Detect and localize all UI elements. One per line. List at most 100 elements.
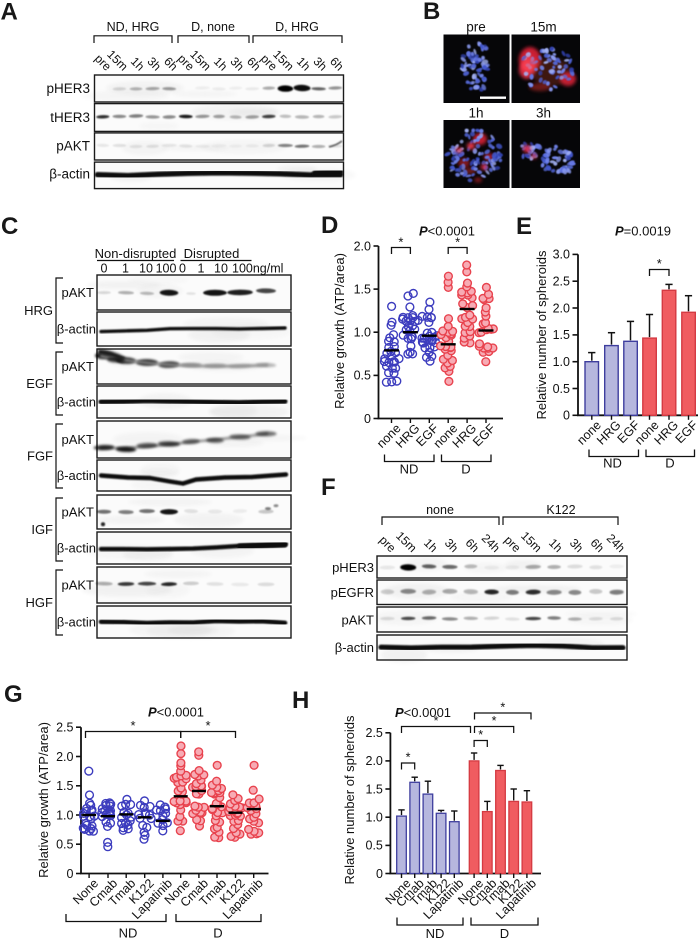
svg-text:1.5: 1.5 bbox=[366, 782, 383, 796]
svg-text:15m: 15m bbox=[530, 20, 556, 35]
svg-text:ND: ND bbox=[400, 462, 419, 477]
svg-text:2.0: 2.0 bbox=[354, 239, 371, 253]
svg-text:pHER3: pHER3 bbox=[332, 560, 374, 575]
svg-text:Disrupted: Disrupted bbox=[184, 246, 240, 261]
svg-text:pAKT: pAKT bbox=[61, 432, 94, 447]
svg-text:EGF: EGF bbox=[26, 376, 53, 391]
svg-text:100: 100 bbox=[156, 262, 177, 276]
svg-text:0.5: 0.5 bbox=[354, 369, 371, 383]
svg-text:D, HRG: D, HRG bbox=[275, 20, 319, 34]
svg-text:B: B bbox=[423, 0, 440, 25]
svg-text:Relative growth (ATP/area): Relative growth (ATP/area) bbox=[332, 253, 347, 409]
svg-text:β-actin: β-actin bbox=[57, 322, 96, 337]
svg-text:D: D bbox=[665, 456, 674, 471]
svg-text:*: * bbox=[455, 235, 460, 250]
svg-text:2.0: 2.0 bbox=[553, 301, 570, 315]
svg-text:β-actin: β-actin bbox=[49, 167, 90, 182]
svg-text:β-actin: β-actin bbox=[57, 468, 96, 483]
svg-text:β-actin: β-actin bbox=[57, 541, 96, 556]
svg-text:Relative growth (ATP/area): Relative growth (ATP/area) bbox=[36, 722, 51, 878]
svg-text:P<0.0001: P<0.0001 bbox=[395, 705, 451, 720]
svg-text:0: 0 bbox=[376, 867, 383, 881]
svg-text:0.5: 0.5 bbox=[56, 838, 73, 852]
svg-text:β-actin: β-actin bbox=[57, 615, 96, 630]
svg-text:*: * bbox=[130, 718, 135, 733]
svg-text:ND: ND bbox=[603, 456, 622, 471]
svg-text:pAKT: pAKT bbox=[341, 613, 374, 628]
svg-text:P<0.0001: P<0.0001 bbox=[419, 224, 475, 239]
svg-text:pHER3: pHER3 bbox=[46, 81, 90, 96]
svg-text:D: D bbox=[500, 926, 509, 941]
svg-text:A: A bbox=[1, 0, 18, 26]
svg-text:2.0: 2.0 bbox=[56, 750, 73, 764]
svg-text:β-actin: β-actin bbox=[57, 395, 96, 410]
svg-text:0: 0 bbox=[364, 412, 371, 426]
svg-text:ND: ND bbox=[426, 926, 445, 941]
svg-text:0: 0 bbox=[563, 409, 570, 423]
svg-text:pAKT: pAKT bbox=[61, 285, 94, 300]
svg-text:ND: ND bbox=[119, 926, 138, 941]
svg-text:F: F bbox=[321, 474, 336, 501]
svg-text:tHER3: tHER3 bbox=[50, 110, 90, 125]
svg-text:0: 0 bbox=[179, 262, 186, 276]
svg-text:1.0: 1.0 bbox=[56, 808, 73, 822]
svg-text:0.5: 0.5 bbox=[366, 839, 383, 853]
svg-text:pAKT: pAKT bbox=[56, 139, 90, 154]
svg-text:D: D bbox=[321, 212, 338, 239]
svg-text:D: D bbox=[213, 926, 222, 941]
svg-text:H: H bbox=[292, 687, 309, 714]
svg-text:none: none bbox=[426, 503, 454, 517]
svg-text:2.5: 2.5 bbox=[56, 721, 73, 735]
svg-text:2.5: 2.5 bbox=[366, 726, 383, 740]
svg-text:*: * bbox=[478, 728, 483, 742]
svg-text:HRG: HRG bbox=[24, 303, 53, 318]
svg-text:*: * bbox=[398, 235, 403, 250]
svg-text:0.5: 0.5 bbox=[553, 382, 570, 396]
svg-text:2.5: 2.5 bbox=[553, 275, 570, 289]
svg-text:Relative number of spheroids: Relative number of spheroids bbox=[534, 250, 549, 420]
svg-text:10: 10 bbox=[214, 262, 228, 276]
svg-text:1: 1 bbox=[122, 262, 129, 276]
svg-text:*: * bbox=[406, 751, 411, 765]
svg-text:D, none: D, none bbox=[191, 20, 235, 34]
svg-text:IGF: IGF bbox=[31, 522, 53, 537]
svg-text:pAKT: pAKT bbox=[61, 578, 94, 593]
svg-text:100ng/ml: 100ng/ml bbox=[232, 262, 283, 276]
svg-text:Relative number of spheroids: Relative number of spheroids bbox=[342, 715, 357, 885]
svg-text:β-actin: β-actin bbox=[335, 640, 374, 655]
svg-text:10: 10 bbox=[139, 262, 153, 276]
svg-text:3.0: 3.0 bbox=[553, 248, 570, 262]
svg-text:Non-disrupted: Non-disrupted bbox=[95, 246, 177, 261]
svg-text:2.0: 2.0 bbox=[366, 754, 383, 768]
svg-text:pre: pre bbox=[466, 20, 486, 35]
svg-text:*: * bbox=[205, 718, 210, 733]
svg-text:K122: K122 bbox=[546, 503, 575, 517]
svg-text:*: * bbox=[500, 701, 505, 715]
svg-text:C: C bbox=[1, 213, 18, 240]
svg-text:1.5: 1.5 bbox=[553, 328, 570, 342]
svg-text:pAKT: pAKT bbox=[61, 505, 94, 520]
svg-text:P=0.0019: P=0.0019 bbox=[615, 224, 671, 239]
svg-text:*: * bbox=[492, 714, 497, 728]
svg-text:1.5: 1.5 bbox=[354, 282, 371, 296]
svg-text:0: 0 bbox=[67, 867, 74, 881]
svg-text:E: E bbox=[516, 213, 532, 240]
svg-text:1h: 1h bbox=[468, 106, 483, 121]
svg-text:1.0: 1.0 bbox=[354, 326, 371, 340]
svg-text:*: * bbox=[434, 714, 439, 728]
svg-text:G: G bbox=[4, 681, 23, 708]
svg-text:ND, HRG: ND, HRG bbox=[107, 20, 160, 34]
svg-text:P<0.0001: P<0.0001 bbox=[148, 705, 204, 720]
svg-text:FGF: FGF bbox=[27, 449, 53, 464]
svg-text:1.0: 1.0 bbox=[366, 811, 383, 825]
svg-text:1: 1 bbox=[198, 262, 205, 276]
svg-text:1.0: 1.0 bbox=[553, 355, 570, 369]
svg-text:3h: 3h bbox=[536, 106, 551, 121]
svg-text:1.5: 1.5 bbox=[56, 779, 73, 793]
svg-text:D: D bbox=[461, 462, 470, 477]
svg-text:HGF: HGF bbox=[26, 595, 54, 610]
svg-text:pAKT: pAKT bbox=[61, 359, 94, 374]
svg-text:0: 0 bbox=[101, 262, 108, 276]
svg-text:*: * bbox=[657, 256, 662, 271]
svg-text:pEGFR: pEGFR bbox=[331, 585, 374, 600]
